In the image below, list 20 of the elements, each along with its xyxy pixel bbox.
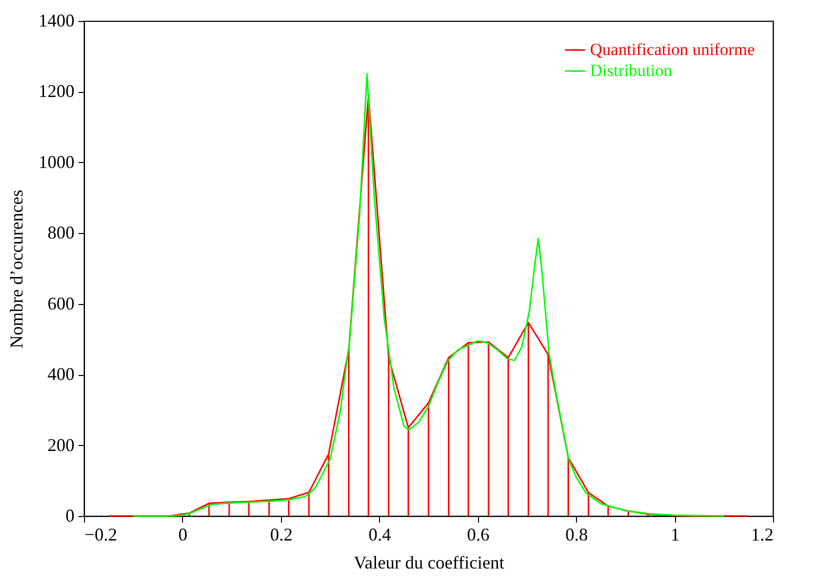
y-tick-label: 1400 <box>38 10 74 30</box>
y-tick-label: 0 <box>66 506 74 526</box>
y-tick-label: 1000 <box>38 152 74 172</box>
y-axis-title: Nombre d’occurences <box>6 190 26 348</box>
x-tick-label: 0.8 <box>565 524 588 544</box>
legend-label: Quantification uniforme <box>590 40 755 59</box>
x-axis-title: Valeur du coefficient <box>354 552 504 572</box>
y-tick-label: 200 <box>48 434 74 455</box>
y-tick-label: 600 <box>48 293 74 314</box>
x-tick-label: 0.4 <box>368 524 392 544</box>
y-tick-label: 1200 <box>38 81 74 102</box>
y-tick-label: 400 <box>48 364 74 384</box>
x-tick-label: 0.2 <box>270 524 293 544</box>
y-tick-label: 800 <box>48 222 74 243</box>
x-tick-label: 0 <box>178 524 188 544</box>
x-tick-label: 0.6 <box>466 524 490 544</box>
x-tick-label: −0.2 <box>84 524 118 544</box>
x-tick-label: 1.2 <box>751 524 774 544</box>
x-tick-label: 1 <box>670 524 680 544</box>
legend-label: Distribution <box>590 61 673 80</box>
